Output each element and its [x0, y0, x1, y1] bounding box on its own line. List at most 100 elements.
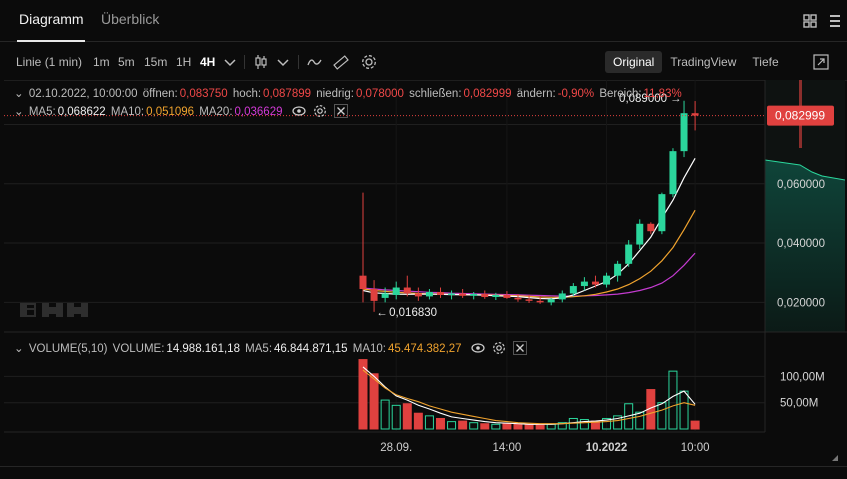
tab-diagramm[interactable]: Diagramm [19, 11, 84, 27]
range-label: Bereich: [599, 88, 642, 100]
volume-ma5-value: 46.844.871,15 [274, 343, 348, 355]
candle-body [547, 299, 555, 303]
settings-gear-icon[interactable] [360, 53, 378, 71]
close-value: 0,082999 [463, 88, 512, 100]
volume-bar [613, 415, 623, 430]
ruler-icon[interactable] [332, 53, 350, 71]
volume-bar [435, 417, 445, 430]
ma-legend: ⌄ MA5: 0,068622 MA10: 0,051096 MA20: 0,0366… [14, 104, 349, 118]
active-tab-indicator [17, 40, 85, 42]
toolbar-divider [298, 55, 299, 69]
high-annotation: 0,089000 → [619, 93, 681, 105]
volume-bar [413, 412, 423, 430]
time-tick-label: 14:00 [493, 442, 522, 454]
candle-body [514, 297, 522, 300]
candle-body [448, 293, 456, 295]
view-original[interactable]: Original [605, 51, 663, 73]
eye-icon[interactable] [471, 341, 485, 355]
close-icon[interactable] [334, 104, 349, 118]
ohlc-legend: ⌄ 02.10.2022, 10:00:00 öffnen: 0,083750 h… [14, 86, 684, 100]
volume-ma10-label: MA10: [352, 343, 387, 355]
close-label: schließen: [409, 88, 462, 100]
candle-body [492, 294, 500, 298]
ma20-label: MA20: [199, 106, 233, 118]
timeframe-15m[interactable]: 15m [144, 55, 168, 69]
high-value: 0,087899 [263, 88, 312, 100]
volume-bar [657, 402, 667, 430]
volume-label: VOLUME: [112, 343, 165, 355]
view-toggle: Original TradingView Tiefe [605, 51, 787, 73]
close-icon[interactable] [513, 341, 528, 355]
volume-ma10-value: 45.474.382,27 [388, 343, 462, 355]
timeframe-5m[interactable]: 5m [118, 55, 135, 69]
grid-layout-icon[interactable] [801, 12, 819, 30]
volume-bar [513, 423, 523, 430]
volume-bar [668, 370, 678, 430]
volume-bar [391, 404, 401, 430]
candle-body [392, 287, 400, 295]
ma10-value: 0,051096 [146, 106, 195, 118]
candle-body [370, 289, 378, 301]
chart-toolbar: Linie (1 min) 1m 5m 15m 1H 4H [0, 48, 847, 76]
candle-body [591, 281, 599, 285]
view-tradingview[interactable]: TradingView [670, 55, 737, 69]
timeframe-4h[interactable]: 4H [200, 55, 216, 69]
candle-body [436, 291, 444, 295]
volume-bar [524, 424, 534, 430]
chart-type-line[interactable]: Linie (1 min) [16, 55, 83, 69]
volume-bar [480, 423, 490, 430]
candle-body [569, 286, 577, 294]
high-arrow: → [670, 93, 682, 105]
collapse-chevron-icon[interactable]: ⌄ [14, 106, 24, 118]
volume-bar [690, 420, 700, 430]
timeframe-1h[interactable]: 1H [176, 55, 192, 69]
time-tick-label: 28.09. [380, 442, 412, 454]
collapse-chevron-icon[interactable]: ⌄ [14, 343, 24, 355]
volume-bar [602, 417, 612, 430]
resize-handle-icon[interactable] [832, 455, 838, 461]
timeframe-1m[interactable]: 1m [93, 55, 110, 69]
candle-body [614, 263, 622, 276]
candle-body [403, 287, 411, 294]
view-tiefe[interactable]: Tiefe [752, 55, 779, 69]
low-label: 0,016830 [389, 307, 437, 319]
chart-grid [4, 80, 765, 432]
low-annotation: ← 0,016830 [376, 307, 437, 319]
ma10-line [362, 209, 696, 298]
volume-bar [679, 390, 689, 430]
volume-bar [458, 420, 468, 430]
fullscreen-icon[interactable] [812, 53, 830, 71]
top-bar: Diagramm Überblick [0, 0, 847, 42]
time-axis-labels: 28.09. 14:00 10.2022 10:00 [380, 442, 709, 454]
eye-icon[interactable] [292, 104, 306, 118]
change-label: ändern: [516, 88, 556, 100]
chevron-down-icon[interactable] [221, 53, 239, 71]
candle-body [525, 299, 533, 301]
current-price-label: 0,082999 [775, 109, 825, 123]
volume-axis-labels: 100,00M 50,00M [780, 371, 825, 409]
candle-body [425, 291, 433, 297]
volume-tick-label: 100,00M [780, 371, 825, 383]
volume-tick-label: 50,00M [780, 398, 818, 410]
candle-body [680, 113, 688, 152]
volume-bar [502, 423, 512, 430]
chevron-down-icon[interactable] [274, 53, 292, 71]
candlestick-icon[interactable] [252, 53, 270, 71]
low-value: 0,078000 [355, 88, 404, 100]
candle-body [414, 293, 422, 297]
volume-bar [380, 399, 390, 430]
settings-gear-icon[interactable] [313, 104, 327, 118]
collapse-chevron-icon[interactable]: ⌄ [14, 88, 24, 100]
volume-legend: ⌄ VOLUME(5,10) VOLUME: 14.988.161,18 MA5:… [14, 341, 528, 355]
more-icon[interactable] [826, 12, 844, 30]
volume-bars [358, 359, 700, 430]
settings-gear-icon[interactable] [492, 341, 506, 355]
high-label-text: hoch: [232, 88, 262, 100]
volume-bar [535, 424, 545, 430]
indicator-wave-icon[interactable] [306, 53, 324, 71]
volume-bar [635, 411, 645, 430]
tab-ueberblick[interactable]: Überblick [101, 11, 160, 27]
volume-ma10-line [362, 369, 696, 425]
low-arrow: ← [376, 307, 388, 319]
